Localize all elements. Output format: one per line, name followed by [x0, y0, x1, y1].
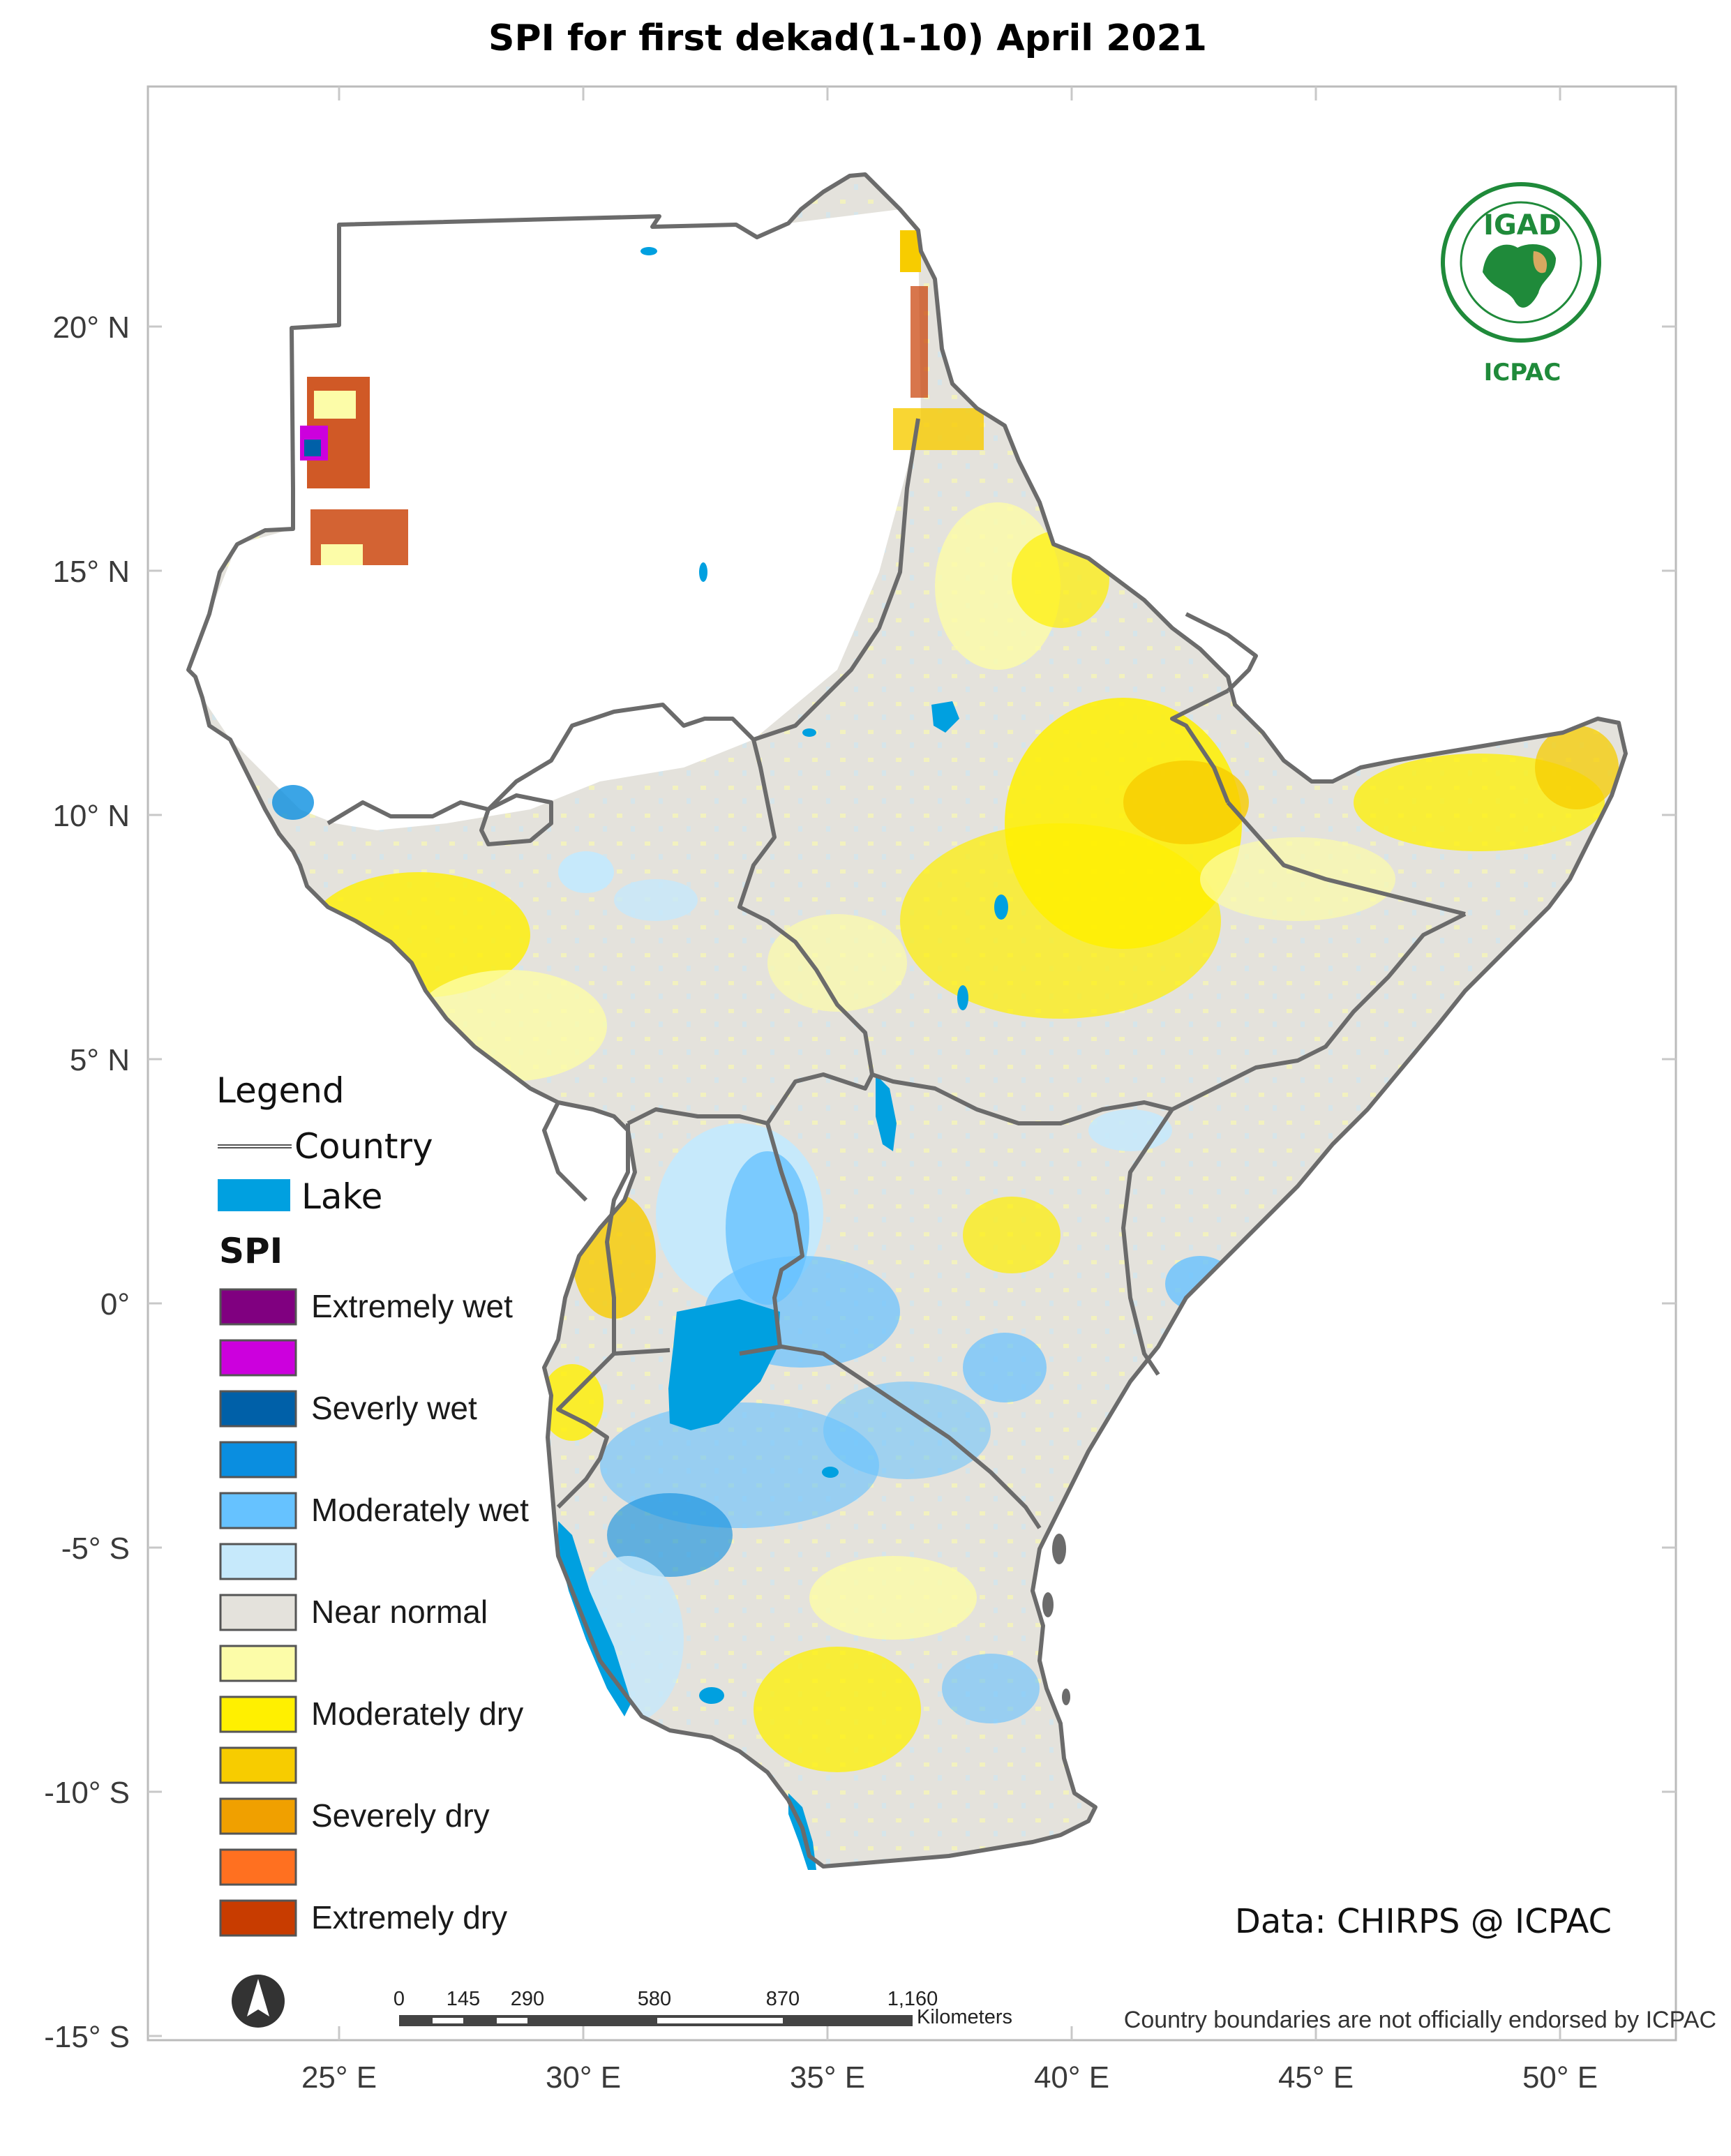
lat-tick-label: 5° N: [70, 1043, 130, 1077]
boundary-disclaimer: Country boundaries are not officially en…: [1124, 2007, 1716, 2033]
lat-tick-label: 15° N: [52, 555, 130, 589]
lon-tick-label: 30° E: [546, 2060, 621, 2095]
coastal-islands: [1042, 1534, 1070, 1705]
logo-acronym: IGAD: [1483, 209, 1561, 241]
border-rwanda-burundi: [556, 1352, 616, 1509]
border-ss-kenya: [765, 1072, 874, 1125]
scale-label: 870: [766, 1988, 800, 2010]
legend: Legend Country Lake SPI Extremely wet Sev…: [216, 1070, 529, 1937]
border-kenya-somalia: [1121, 1108, 1174, 1376]
lat-tick-label: 10° N: [52, 799, 130, 833]
igad-icpac-logo: IGAD ICPAC: [1441, 182, 1601, 387]
spi-swatch: [219, 1339, 297, 1377]
country-boundaries: [188, 174, 1626, 1866]
scale-label: 145: [447, 1988, 480, 2010]
spi-class-label: Near normal: [311, 1594, 488, 1630]
spi-class-label: Severely dry: [311, 1797, 490, 1834]
border-eritrea-ethiopia: [1185, 612, 1258, 693]
spi-class-label: Extremely dry: [311, 1899, 507, 1936]
lakes: [558, 247, 1008, 1870]
spi-swatch: [219, 1492, 297, 1529]
spi-class-label: Extremely wet: [311, 1288, 513, 1324]
spi-swatch: [219, 1645, 297, 1682]
lake-tanganyika: [558, 1521, 631, 1716]
spi-class-label: Moderately dry: [311, 1695, 523, 1732]
border-ss-drc: [542, 1101, 588, 1202]
tick-marks: [148, 87, 1676, 2040]
scale-label: 1,160: [887, 1988, 938, 2010]
border-somaliland: [1226, 801, 1466, 916]
spi-swatch: [219, 1695, 297, 1733]
spi-swatch: [219, 1543, 297, 1580]
spi-swatch: [219, 1746, 297, 1784]
lon-tick-label: 50° E: [1522, 2060, 1598, 2095]
scale-label: 580: [638, 1988, 671, 2010]
scale-label: 0: [394, 1988, 405, 2010]
lake-turkana: [876, 1075, 897, 1151]
lat-tick-label: 20° N: [52, 310, 130, 345]
border-ethiopia-somalia: [1171, 912, 1467, 1111]
spi-class-label: Moderately wet: [311, 1492, 529, 1528]
border-abyei: [479, 793, 553, 846]
dry-patch-northwest: [300, 377, 408, 565]
map-frame: [147, 85, 1677, 2042]
lake-swatch: [218, 1179, 290, 1211]
legend-heading: Legend: [216, 1070, 345, 1111]
lat-tick-label: -5° S: [61, 1532, 130, 1566]
scale-label: 290: [511, 1988, 544, 2010]
lat-tick-label: 0°: [100, 1287, 130, 1322]
border-south-sudan-ethiopia: [737, 739, 874, 1075]
latitude-tick-labels: 20° N 15° N 10° N 5° N 0° -5° S -10° S -15° S: [44, 310, 130, 2054]
spi-swatch: [219, 1848, 297, 1886]
spi-swatch: [219, 1594, 297, 1631]
lat-tick-label: -15° S: [44, 2020, 130, 2054]
spi-heading: SPI: [219, 1231, 283, 1271]
map-title: SPI for first dekad(1-10) April 2021: [488, 17, 1207, 59]
spi-swatch: [219, 1797, 297, 1835]
lon-tick-label: 35° E: [790, 2060, 865, 2095]
legend-lake-label: Lake: [301, 1176, 382, 1217]
lon-tick-label: 25° E: [301, 2060, 377, 2095]
border-uganda-kenya: [765, 1123, 804, 1347]
lake-rukwa: [699, 1687, 724, 1704]
spi-swatch: [219, 1441, 297, 1478]
legend-country-label: Country: [294, 1126, 433, 1167]
logo-center-name: ICPAC: [1484, 359, 1561, 387]
border-sudan-south: [327, 418, 920, 825]
scale-bar: 0 145 290 580 870 1,160 Kilometers: [394, 1988, 1012, 2028]
border-djibouti: [1170, 689, 1230, 804]
north-arrow-icon: [232, 1975, 285, 2028]
border-ss-uganda: [627, 1107, 768, 1125]
data-credit: Data: CHIRPS @ ICPAC: [1235, 1902, 1612, 1941]
lon-tick-label: 40° E: [1034, 2060, 1109, 2095]
spi-swatch: [219, 1899, 297, 1937]
longitude-tick-labels: 25° E 30° E 35° E 40° E 45° E 50° E: [301, 2060, 1598, 2095]
lake-tana: [931, 701, 959, 733]
border-kenya-tanzania: [739, 1345, 1042, 1529]
scale-unit: Kilometers: [917, 2006, 1012, 2028]
lake-victoria: [668, 1299, 780, 1430]
spi-swatch: [219, 1390, 297, 1428]
spi-swatch: [219, 1288, 297, 1326]
border-kenya-ethiopia: [871, 1072, 1173, 1125]
spi-class-label: Severly wet: [311, 1390, 477, 1426]
lon-tick-label: 45° E: [1278, 2060, 1354, 2095]
lat-tick-label: -10° S: [44, 1776, 130, 1810]
spi-class-list: Extremely wet Severly wet Moderately wet Ne…: [219, 1288, 529, 1937]
